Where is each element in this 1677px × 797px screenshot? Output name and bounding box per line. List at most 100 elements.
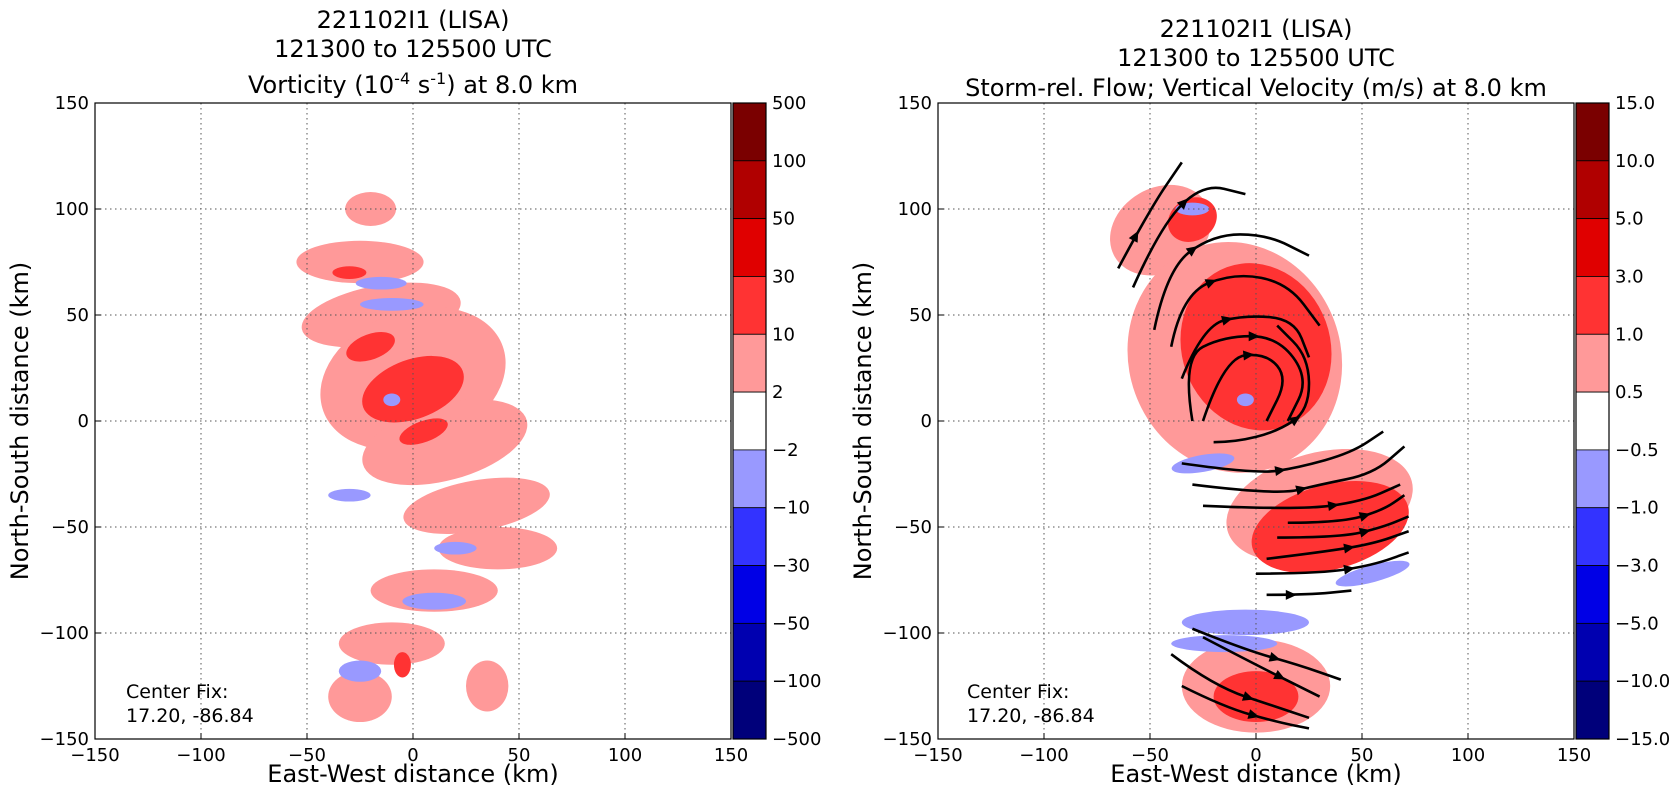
grid-lines (938, 103, 1574, 739)
streamline (1266, 589, 1352, 597)
title-line-1: 221102I1 (LISA) (1160, 15, 1353, 43)
colorbar-segment (1575, 680, 1610, 740)
colorbar-segment (732, 102, 767, 162)
red-region (399, 418, 448, 445)
x-tick-label: 150 (1557, 745, 1591, 766)
y-tick-label: −100 (883, 623, 932, 644)
y-tick-label: −100 (40, 623, 89, 644)
colorbar-label: −5.0 (1615, 613, 1659, 634)
colorbar-label: 10 (772, 324, 795, 345)
center-fix-label: Center Fix: (967, 681, 1069, 703)
streamline-arrow (1176, 198, 1189, 210)
x-tick-label: −50 (288, 745, 326, 766)
y-tick-label: 100 (898, 199, 932, 220)
streamline-arrow (1242, 350, 1255, 361)
colorbar-segment (1575, 507, 1610, 566)
blue-region (355, 276, 407, 290)
colorbar-label: 15.0 (1615, 93, 1655, 114)
colorbar-label: 30 (772, 266, 795, 287)
y-tick-label: −50 (51, 517, 89, 538)
red-region (1251, 481, 1409, 573)
streamline-arrow (1327, 501, 1340, 512)
streamline-arrow (1221, 315, 1233, 326)
blue-region (338, 660, 382, 682)
y-tick-label: 100 (55, 199, 89, 220)
streamline (1202, 483, 1401, 510)
y-tick-label: 150 (898, 93, 932, 114)
title-line-2: 121300 to 125500 UTC (1117, 44, 1395, 72)
colorbar-segment (1575, 622, 1610, 682)
colorbar-segment (732, 391, 767, 451)
colorbar-label: 0.5 (1615, 382, 1644, 403)
red-region (332, 266, 367, 279)
blue-region (1335, 560, 1410, 587)
light-red-region (438, 527, 558, 570)
x-tick-label: −150 (70, 745, 119, 766)
red-region (346, 332, 395, 362)
colorbar-segment (1575, 333, 1610, 393)
blue-region (434, 541, 477, 555)
streamline-arrow (1247, 709, 1260, 719)
streamline-arrow (1273, 670, 1286, 680)
colorbar-label: −10 (772, 498, 810, 519)
colorbar-segment (732, 565, 767, 624)
colorbar-segment (732, 622, 767, 682)
vorticity-field (296, 192, 558, 723)
streamline-arrow (1343, 564, 1355, 575)
colorbar-segment (732, 160, 767, 220)
y-axis-label: North-South distance (km) (6, 262, 34, 581)
y-tick-label: 150 (55, 93, 89, 114)
colorbar-segment (732, 507, 767, 566)
colorbar-label: −2 (772, 440, 799, 461)
colorbar-segment (732, 680, 767, 740)
center-fix-coords: 17.20, -86.84 (967, 705, 1095, 727)
colorbar-label: −3.0 (1615, 556, 1659, 577)
title-line-2: 121300 to 125500 UTC (274, 35, 552, 63)
colorbar-frame (1575, 102, 1610, 740)
y-tick-label: 0 (78, 411, 89, 432)
y-tick-label: 0 (921, 411, 932, 432)
colorbar-label: −500 (772, 729, 821, 750)
y-axis-label: North-South distance (km) (849, 262, 877, 581)
streamline-arrow (1343, 543, 1355, 554)
vorticity-panel: 221102I1 (LISA) 121300 to 125500 UTC Vor… (6, 6, 821, 788)
x-tick-label: 100 (1451, 745, 1485, 766)
blue-region (1181, 609, 1309, 636)
streamline-arrow (1268, 652, 1281, 662)
tick-labels: −150−150 −100 −100 −50 −50 0 0 50 50 100 100 150 150 (883, 93, 1592, 766)
streamline-arrow (1288, 416, 1301, 427)
light-red-region (328, 671, 392, 723)
tick-labels: −150−150 −100 −100 −50 −50 0 0 50 50 100 100 150 150 (40, 93, 749, 766)
streamline-arrow (1358, 512, 1371, 522)
y-tick-label: 50 (66, 305, 89, 326)
grid-lines (95, 103, 731, 739)
colorbar-label: 50 (772, 209, 795, 230)
colorbar-label: 1.0 (1615, 324, 1644, 345)
vertical-velocity-colorbar: 15.0 10.0 5.0 3.0 1.0 0.5 −0.5 −1.0 −3.0 −5.0 −10.… (1575, 93, 1670, 750)
light-red-region (296, 240, 424, 284)
x-tick-label: −100 (176, 745, 225, 766)
red-region (1180, 263, 1332, 431)
colorbar-label: −50 (772, 613, 810, 634)
streamline-arrow (1295, 485, 1308, 496)
colorbar-label: −10.0 (1615, 671, 1670, 692)
blue-region (402, 592, 467, 610)
colorbar-label: 100 (772, 151, 806, 172)
light-red-region (338, 622, 445, 665)
streamline (1169, 274, 1321, 348)
vertical-velocity-panel: 221102I1 (LISA) 121300 to 125500 UTC Sto… (849, 15, 1670, 788)
streamline-arrow (1241, 691, 1254, 701)
light-red-region (466, 660, 509, 712)
blue-region (383, 393, 401, 407)
x-tick-label: 0 (1250, 745, 1261, 766)
colorbar-label: −0.5 (1615, 440, 1659, 461)
colorbar-label: −1.0 (1615, 498, 1659, 519)
x-axis-label: East-West distance (km) (1110, 760, 1401, 788)
x-axis-label: East-West distance (km) (267, 760, 558, 788)
streamline-arrow (1285, 589, 1297, 600)
y-tick-label: 50 (909, 305, 932, 326)
storm-relative-streamlines (1117, 161, 1410, 730)
colorbar-segment (1575, 218, 1610, 277)
colorbar-segment (732, 449, 767, 509)
y-tick-label: −50 (894, 517, 932, 538)
